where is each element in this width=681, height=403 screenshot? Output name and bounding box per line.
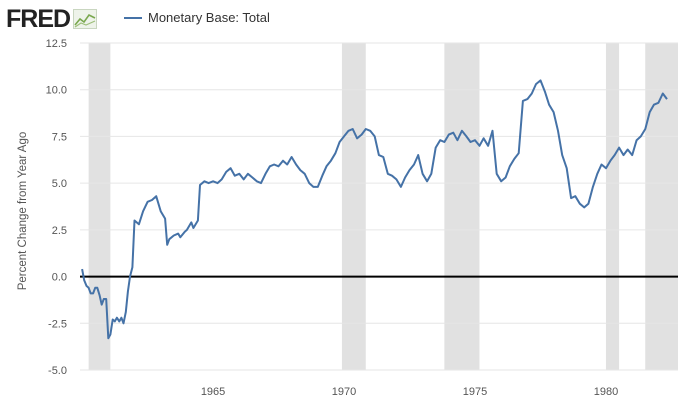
recession-band <box>444 43 480 370</box>
y-axis-title: Percent Change from Year Ago <box>17 132 29 291</box>
gridlines <box>80 42 678 371</box>
legend-series-label: Monetary Base: Total <box>148 10 270 25</box>
fred-chart-line-icon <box>73 9 98 29</box>
series-line <box>81 79 668 340</box>
y-tick-label: -5.0 <box>48 365 67 377</box>
recession-bands <box>88 43 678 370</box>
chart-legend: Monetary Base: Total <box>124 9 270 27</box>
x-tick-label: 1970 <box>332 386 356 398</box>
recession-band <box>645 43 678 370</box>
series-layer <box>81 79 668 340</box>
y-tick-label: 10.0 <box>46 85 67 97</box>
y-tick-label: 12.5 <box>46 38 67 50</box>
x-tick-label: 1980 <box>594 386 618 398</box>
fred-logo[interactable]: FRED <box>6 4 98 34</box>
chart-header: FRED Monetary Base: Total <box>0 0 681 36</box>
y-tick-label: 2.5 <box>52 225 67 237</box>
y-tick-label: -2.5 <box>48 318 67 330</box>
recession-band <box>341 43 366 370</box>
x-tick-label: 1975 <box>463 386 487 398</box>
x-axis-ticks: 1965 1970 1975 1980 <box>201 386 618 398</box>
recession-band <box>605 43 620 370</box>
y-tick-label: 7.5 <box>52 131 67 143</box>
x-tick-label: 1965 <box>201 386 225 398</box>
y-axis-ticks: -5.0 -2.5 0.0 2.5 5.0 7.5 10.0 12.5 <box>46 38 67 377</box>
y-tick-label: 0.0 <box>52 272 67 284</box>
legend-swatch <box>124 17 142 19</box>
y-tick-label: 5.0 <box>52 178 67 190</box>
fred-logo-text: FRED <box>6 5 71 33</box>
